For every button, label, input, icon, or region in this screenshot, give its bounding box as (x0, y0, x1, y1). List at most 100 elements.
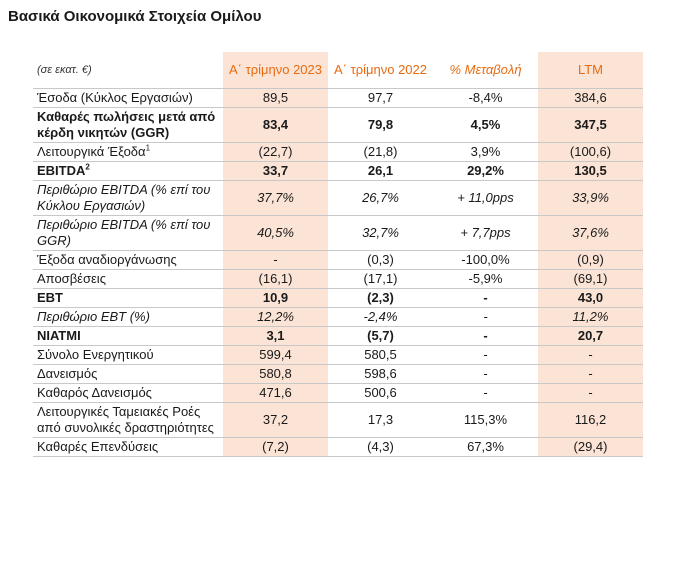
unit-label: (σε εκατ. €) (33, 52, 223, 89)
cell-v2: 17,3 (328, 402, 433, 438)
cell-v4: 11,2% (538, 307, 643, 327)
financial-table: (σε εκατ. €) Α΄ τρίμηνο 2023 Α΄ τρίμηνο … (33, 52, 643, 457)
row-label: Σύνολο Ενεργητικού (33, 345, 223, 365)
row-label: Περιθώριο EBT (%) (33, 307, 223, 327)
cell-v1: 12,2% (223, 307, 328, 327)
cell-v3: - (433, 307, 538, 327)
row-label: Περιθώριο EBITDA (% επί του GGR) (33, 215, 223, 251)
row-label: Λειτουργικές Ταμειακές Ροές από συνολικέ… (33, 402, 223, 438)
cell-v3: - (433, 383, 538, 403)
cell-v1: 37,2 (223, 402, 328, 438)
cell-v1: 580,8 (223, 364, 328, 384)
row-label: EBT (33, 288, 223, 308)
row-label-text: Λειτουργικές Ταμειακές Ροές από συνολικέ… (37, 404, 214, 435)
cell-v3: 3,9% (433, 142, 538, 162)
row-label: Λειτουργικά Έξοδα1 (33, 142, 223, 162)
row-label-text: EBITDA (37, 163, 86, 178)
row-label: Περιθώριο EBITDA (% επί του Κύκλου Εργασ… (33, 180, 223, 216)
cell-v2: 500,6 (328, 383, 433, 403)
cell-v1: - (223, 250, 328, 270)
row-label: Έσοδα (Κύκλος Εργασιών) (33, 88, 223, 108)
cell-v3: 115,3% (433, 402, 538, 438)
cell-v1: 40,5% (223, 215, 328, 251)
table-row: Λειτουργικές Ταμειακές Ροές από συνολικέ… (33, 402, 643, 438)
row-label-text: Περιθώριο EBITDA (% επί του GGR) (37, 217, 211, 248)
cell-v4: (100,6) (538, 142, 643, 162)
table-row: Περιθώριο EBT (%) 12,2% -2,4% -11,2% (33, 307, 643, 327)
cell-v1: 471,6 (223, 383, 328, 403)
cell-v4: 37,6% (538, 215, 643, 251)
row-label-text: Δανεισμός (37, 366, 98, 381)
cell-v4: 43,0 (538, 288, 643, 308)
cell-v3: 67,3% (433, 437, 538, 457)
col-q1-2023: Α΄ τρίμηνο 2023 (223, 52, 328, 89)
row-label: Καθαρές πωλήσεις μετά από κέρδη νικητών … (33, 107, 223, 143)
table-row: Έξοδα αναδιοργάνωσης - (0,3) -100,0% (0,9) (33, 250, 643, 270)
cell-v1: 3,1 (223, 326, 328, 346)
cell-v4: - (538, 383, 643, 403)
cell-v1: 10,9 (223, 288, 328, 308)
cell-v1: (22,7) (223, 142, 328, 162)
cell-v2: 97,7 (328, 88, 433, 108)
table-row: EBITDA2 33,7 26,1 29,2% 130,5 (33, 161, 643, 181)
footnote-marker: 2 (85, 162, 90, 172)
cell-v3: -100,0% (433, 250, 538, 270)
cell-v2: 26,7% (328, 180, 433, 216)
row-label: Καθαρός Δανεισμός (33, 383, 223, 403)
cell-v1: (16,1) (223, 269, 328, 289)
cell-v2: 598,6 (328, 364, 433, 384)
cell-v3: 4,5% (433, 107, 538, 143)
row-label-text: Καθαρές πωλήσεις μετά από κέρδη νικητών … (37, 109, 216, 140)
cell-v1: 33,7 (223, 161, 328, 181)
table-row: Έσοδα (Κύκλος Εργασιών) 89,5 97,7 -8,4% 384,… (33, 88, 643, 108)
row-label-text: EBT (37, 290, 63, 305)
row-label-text: Έσοδα (Κύκλος Εργασιών) (37, 90, 193, 105)
cell-v2: 79,8 (328, 107, 433, 143)
table-body: Έσοδα (Κύκλος Εργασιών) 89,5 97,7 -8,4% 384,… (33, 88, 643, 457)
footnote-marker: 1 (145, 143, 151, 153)
cell-v3: + 7,7pps (433, 215, 538, 251)
cell-v4: 116,2 (538, 402, 643, 438)
cell-v1: (7,2) (223, 437, 328, 457)
cell-v2: 26,1 (328, 161, 433, 181)
row-label: Αποσβέσεις (33, 269, 223, 289)
cell-v2: -2,4% (328, 307, 433, 327)
cell-v3: -5,9% (433, 269, 538, 289)
cell-v3: - (433, 326, 538, 346)
cell-v4: 33,9% (538, 180, 643, 216)
cell-v2: (0,3) (328, 250, 433, 270)
cell-v2: 32,7% (328, 215, 433, 251)
cell-v1: 89,5 (223, 88, 328, 108)
cell-v3: -8,4% (433, 88, 538, 108)
table-row: Καθαρές Επενδύσεις (7,2) (4,3) 67,3% (29,4) (33, 437, 643, 457)
row-label-text: Αποσβέσεις (37, 271, 106, 286)
cell-v4: (29,4) (538, 437, 643, 457)
cell-v4: (0,9) (538, 250, 643, 270)
cell-v4: 20,7 (538, 326, 643, 346)
table-row: ΝΙΑΤΜΙ 3,1 (5,7) -20,7 (33, 326, 643, 346)
cell-v1: 599,4 (223, 345, 328, 365)
cell-v1: 83,4 (223, 107, 328, 143)
row-label-text: Σύνολο Ενεργητικού (37, 347, 154, 362)
table-row: Καθαρές πωλήσεις μετά από κέρδη νικητών … (33, 107, 643, 143)
cell-v3: - (433, 364, 538, 384)
table-row: Δανεισμός 580,8 598,6- - (33, 364, 643, 384)
row-label-text: Λειτουργικά Έξοδα (37, 144, 146, 159)
cell-v3: 29,2% (433, 161, 538, 181)
row-label: Έξοδα αναδιοργάνωσης (33, 250, 223, 270)
row-label-text: Περιθώριο EBT (%) (37, 309, 150, 324)
row-label: EBITDA2 (33, 161, 223, 181)
page-title: Βασικά Οικονομικά Στοιχεία Ομίλου (8, 8, 262, 25)
cell-v2: (4,3) (328, 437, 433, 457)
cell-v4: - (538, 345, 643, 365)
table-row: Περιθώριο EBITDA (% επί του Κύκλου Εργασ… (33, 180, 643, 216)
table-row: Περιθώριο EBITDA (% επί του GGR) 40,5% 32,… (33, 215, 643, 251)
cell-v4: (69,1) (538, 269, 643, 289)
cell-v2: (5,7) (328, 326, 433, 346)
cell-v4: 347,5 (538, 107, 643, 143)
table-row: Λειτουργικά Έξοδα1 (22,7) (21,8) 3,9% (100,6… (33, 142, 643, 162)
row-label-text: Περιθώριο EBITDA (% επί του Κύκλου Εργασ… (37, 182, 211, 213)
col-q1-2022: Α΄ τρίμηνο 2022 (328, 52, 433, 89)
table-row: EBT 10,9 (2,3) -43,0 (33, 288, 643, 308)
cell-v3: - (433, 288, 538, 308)
